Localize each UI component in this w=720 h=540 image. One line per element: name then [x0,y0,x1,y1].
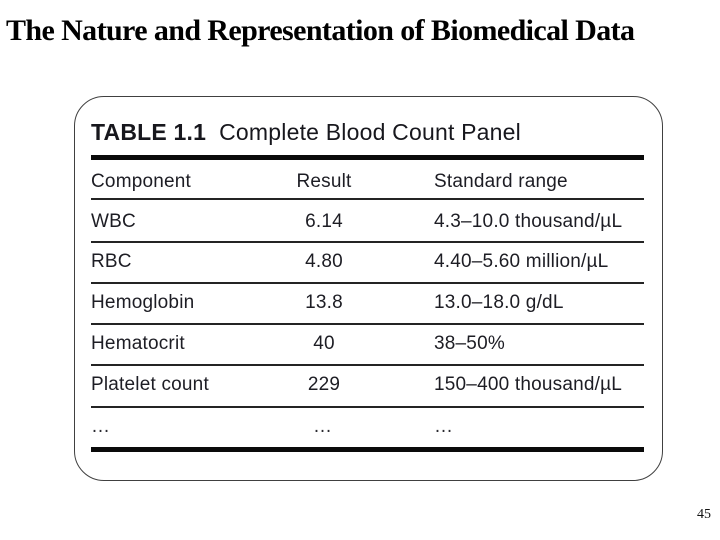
blood-count-table-panel: TABLE 1.1 Complete Blood Count Panel Comp… [74,96,663,481]
table-caption-text: Complete Blood Count Panel [219,119,521,145]
cell-range: 13.0–18.0 g/dL [434,292,564,313]
cell-range: 150–400 thousand/µL [434,374,623,395]
table-rule [91,364,644,366]
column-header-component: Component [91,171,192,192]
table-row-rbc: RBC 4.80 4.40–5.60 million/µL [91,245,644,279]
cell-range: 38–50% [434,333,505,354]
cell-range: 4.3–10.0 thousand/µL [434,211,623,232]
cell-result: 229 [307,374,341,395]
table-label: TABLE 1.1 [91,119,207,145]
table-top-rule [91,155,644,160]
table-row-hematocrit: Hematocrit 40 38–50% [91,327,644,361]
cell-component: RBC [91,251,132,272]
cell-range: 4.40–5.60 million/µL [434,251,609,272]
cell-result: … [313,416,335,437]
cell-result: 4.80 [305,251,343,272]
cell-result: 6.14 [305,211,343,232]
column-header-result: Result [296,171,352,192]
table-rule [91,198,644,200]
slide-title: The Nature and Representation of Biomedi… [6,14,635,47]
table-rule [91,282,644,284]
table-caption: TABLE 1.1 Complete Blood Count Panel [91,119,521,146]
table-row-wbc: WBC 6.14 4.3–10.0 thousand/µL [91,205,644,239]
table-rule [91,406,644,408]
table-row-ellipsis: … … … [91,410,644,444]
cell-component: Platelet count [91,374,209,395]
cell-result: 40 [313,333,335,354]
page-number: 45 [697,507,711,522]
cell-component: … [91,416,113,437]
table-rule [91,323,644,325]
cell-component: Hemoglobin [91,292,195,313]
cell-component: Hematocrit [91,333,185,354]
table-rule [91,241,644,243]
table-row-hemoglobin: Hemoglobin 13.8 13.0–18.0 g/dL [91,286,644,320]
column-header-range: Standard range [434,171,568,192]
cell-range: … [434,416,456,437]
cell-component: WBC [91,211,136,232]
table-row-platelet-count: Platelet count 229 150–400 thousand/µL [91,368,644,402]
cell-result: 13.8 [305,292,343,313]
table-bottom-rule [91,447,644,452]
table-header-row: Component Result Standard range [91,165,644,199]
